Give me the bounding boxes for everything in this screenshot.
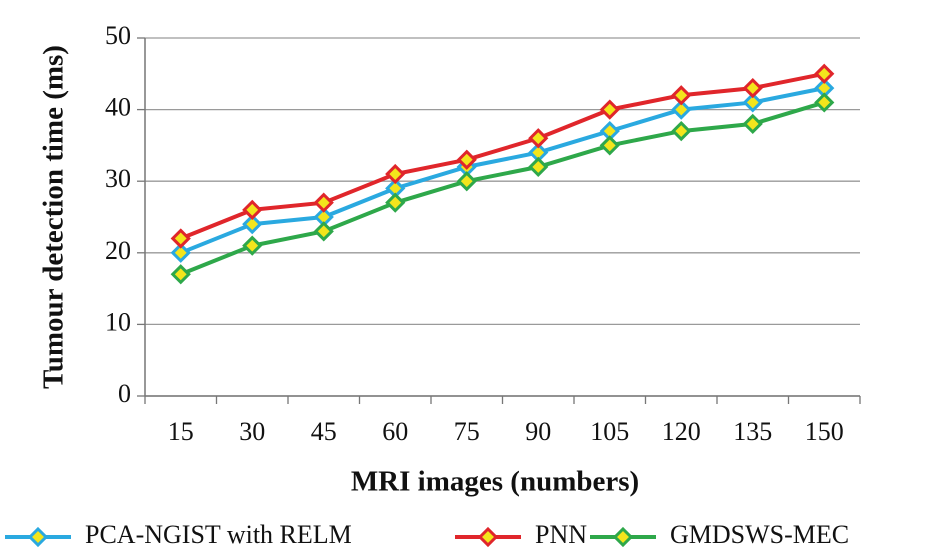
marker — [456, 171, 477, 192]
x-tick-label: 90 — [525, 417, 551, 446]
marker — [671, 85, 692, 106]
marker — [313, 221, 334, 242]
marker — [671, 99, 692, 120]
y-tick-label: 50 — [105, 21, 131, 50]
marker — [671, 120, 692, 142]
series-line — [180, 71, 825, 241]
y-tick-label: 40 — [105, 93, 131, 122]
series-line — [180, 86, 825, 255]
marker — [242, 235, 263, 256]
x-axis-title: MRI images (numbers) — [351, 466, 639, 498]
marker — [170, 228, 191, 249]
marker — [170, 242, 191, 263]
legend-marker — [477, 526, 499, 548]
x-tick-label: 15 — [168, 417, 194, 446]
marker — [170, 264, 191, 285]
marker — [385, 192, 406, 213]
y-tick-label: 10 — [105, 307, 131, 336]
marker — [742, 113, 763, 135]
legend-marker — [27, 526, 49, 548]
x-tick-label: 105 — [590, 417, 629, 446]
marker — [814, 63, 835, 84]
marker — [742, 77, 763, 99]
x-tick-label: 120 — [662, 417, 701, 446]
marker — [528, 128, 549, 149]
legend-label: PCA-NGIST with RELM — [85, 520, 352, 549]
marker — [385, 163, 406, 185]
x-tick-label: 75 — [454, 417, 480, 446]
x-tick-label: 45 — [311, 417, 337, 446]
marker — [456, 149, 477, 170]
marker — [242, 199, 263, 220]
legend-marker — [612, 526, 634, 548]
marker — [814, 92, 835, 113]
series-line — [180, 100, 825, 277]
x-tick-label: 60 — [382, 417, 408, 446]
x-tick-label: 150 — [805, 417, 844, 446]
marker — [742, 92, 763, 113]
marker — [599, 135, 620, 156]
y-tick-label: 20 — [105, 236, 131, 265]
y-tick-label: 30 — [105, 164, 131, 193]
marker — [528, 156, 549, 178]
marker — [313, 192, 334, 213]
marker — [242, 214, 263, 235]
y-tick-label: 0 — [118, 379, 131, 408]
y-axis-title: Tumour detection time (ms) — [38, 45, 70, 389]
x-tick-label: 30 — [239, 417, 265, 446]
legend-label: PNN — [535, 520, 587, 549]
x-tick-label: 135 — [733, 417, 772, 446]
marker — [599, 99, 620, 120]
legend-label: GMDSWS-MEC — [670, 520, 849, 549]
